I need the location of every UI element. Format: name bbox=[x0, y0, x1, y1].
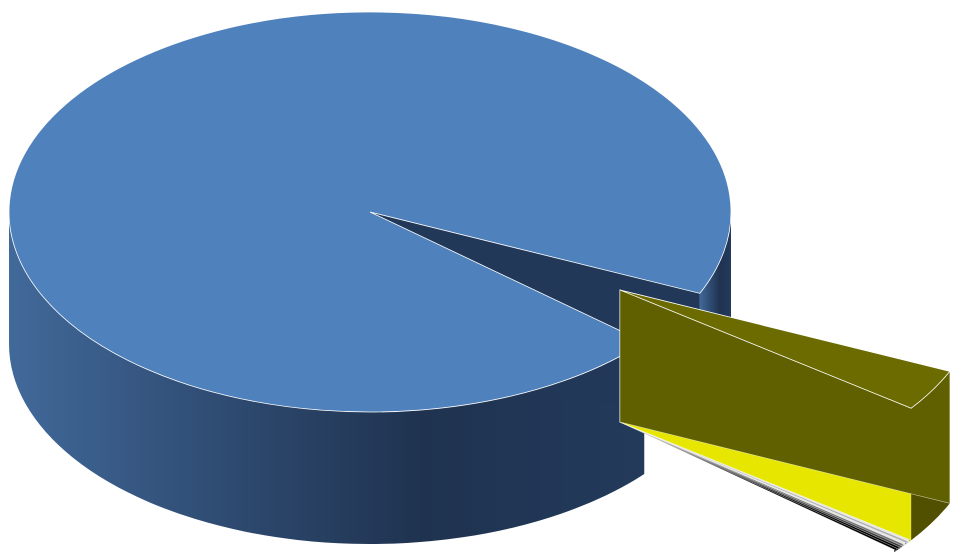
pie-slice-2 bbox=[619, 289, 951, 541]
pie-slice-1 bbox=[8, 11, 732, 544]
pie-slice-group-exploded bbox=[619, 289, 951, 553]
pie-slice-side bbox=[9, 212, 645, 544]
pie-slice-group-main bbox=[8, 11, 732, 544]
pie-slice-top bbox=[619, 289, 951, 409]
pie-slice-top bbox=[8, 11, 732, 413]
